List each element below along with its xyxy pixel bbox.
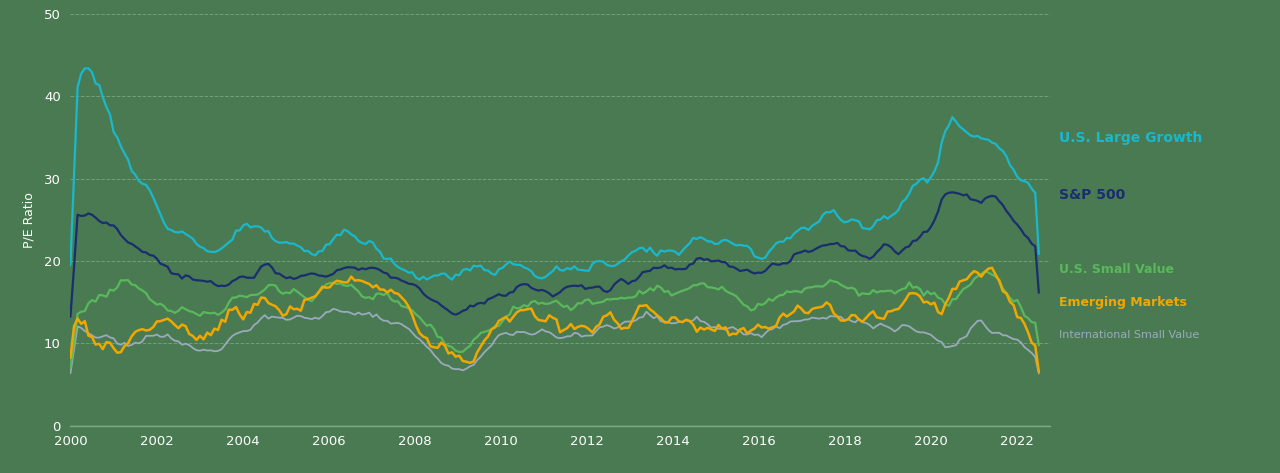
Y-axis label: P/E Ratio: P/E Ratio: [23, 192, 36, 248]
Text: U.S. Large Growth: U.S. Large Growth: [1060, 131, 1203, 145]
Text: U.S. Small Value: U.S. Small Value: [1060, 263, 1174, 276]
Text: International Small Value: International Small Value: [1060, 330, 1199, 340]
Text: S&P 500: S&P 500: [1060, 188, 1125, 202]
Text: Emerging Markets: Emerging Markets: [1060, 296, 1188, 309]
